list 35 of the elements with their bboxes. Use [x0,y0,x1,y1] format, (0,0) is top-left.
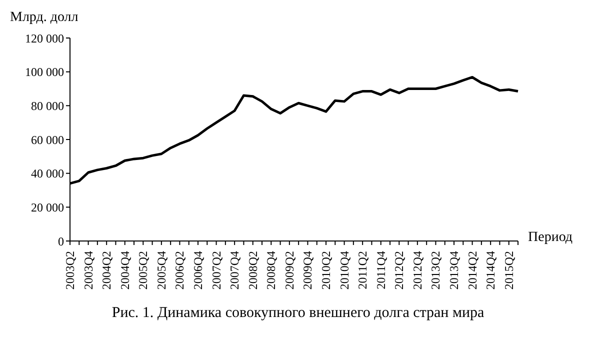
x-tick-label: 2005Q2 [136,251,150,290]
x-tick-label: 2013Q4 [447,251,461,290]
x-tick-label: 2003Q2 [63,251,77,290]
x-tick-label: 2011Q2 [356,251,370,290]
x-tick-label: 2009Q4 [300,251,315,290]
x-tick-label: 2007Q4 [228,251,242,290]
y-tick-label: 120 000 [25,31,64,46]
x-tick-label: 2006Q2 [172,251,187,290]
x-tick-label: 2012Q4 [410,251,424,290]
x-tick-label: 2011Q4 [374,251,388,290]
x-axis-title: Период [528,230,573,246]
y-tick-label: 0 [58,234,64,248]
x-tick-label: 2008Q4 [264,251,278,290]
y-tick-label: 20 000 [31,200,64,214]
y-tick-label: 60 000 [31,132,64,147]
x-tick-label: 2015Q2 [502,251,516,290]
text: Рис. 1. Динамика совокупного внешнего долга стран мира [110,305,486,322]
x-tick-label: 2014Q2 [465,251,480,290]
x-tick-label: 2008Q2 [246,251,260,290]
x-tick-label: 2010Q4 [337,251,352,290]
x-tick-label: 2007Q2 [209,251,224,290]
x-tick-label: 2006Q4 [191,251,205,290]
x-tick-label: 2010Q2 [319,251,333,290]
y-tick-label: 40 000 [31,166,64,181]
x-tick-label: 2013Q2 [428,251,443,290]
x-tick-label: 2004Q2 [100,251,114,290]
y-tick-label: 100 000 [25,65,64,80]
y-axis-title: Млрд. долл [10,10,78,26]
x-tick-label: 2003Q4 [81,251,96,290]
x-tick-label: 2004Q4 [118,251,132,290]
y-tick-label: 80 000 [31,98,64,113]
x-tick-label: 2012Q2 [392,251,406,290]
x-tick-label: 2014Q4 [484,251,498,290]
x-tick-label: 2009Q2 [282,251,296,290]
x-tick-label: 2005Q4 [154,251,168,290]
